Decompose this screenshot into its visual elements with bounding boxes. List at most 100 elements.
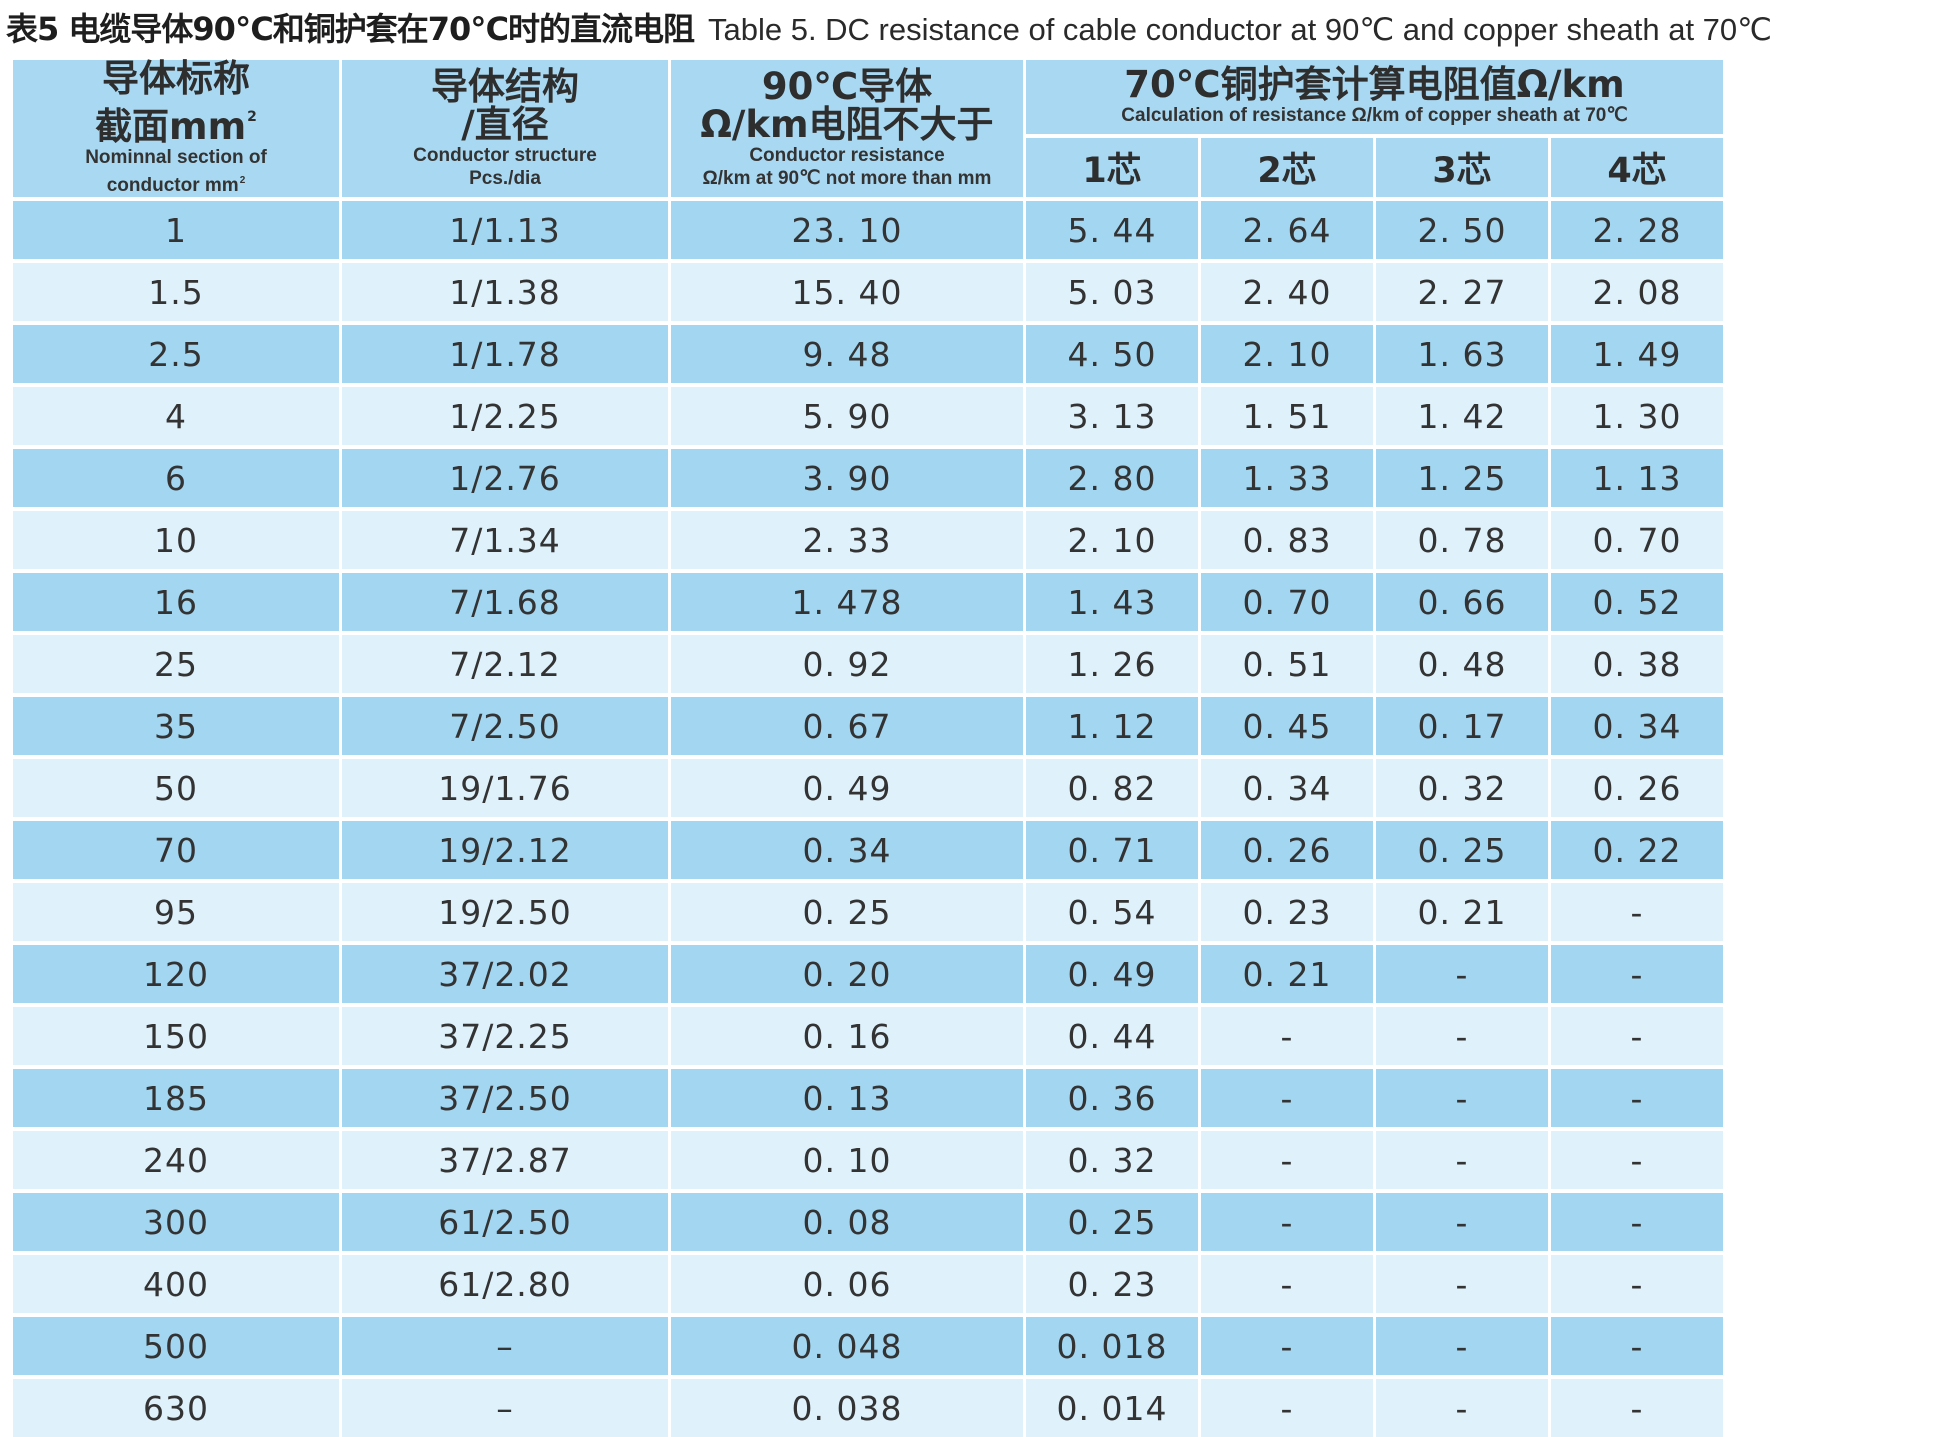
cell-conductor-resistance: 9. 48	[671, 321, 1023, 383]
cell-structure: 61/2.80	[342, 1251, 668, 1313]
cell-conductor-resistance: 3. 90	[671, 445, 1023, 507]
cell-conductor-resistance: 15. 40	[671, 259, 1023, 321]
cell-core-1: 1. 26	[1026, 631, 1198, 693]
cell-section: 300	[13, 1189, 339, 1251]
cell-core-3: 0. 66	[1376, 569, 1548, 631]
cell-core-1: 2. 10	[1026, 507, 1198, 569]
cell-core-3: -	[1376, 1127, 1548, 1189]
cell-section: 16	[13, 569, 339, 631]
cell-core-2: -	[1201, 1189, 1373, 1251]
cell-core-2: 2. 40	[1201, 259, 1373, 321]
cell-conductor-resistance: 0. 67	[671, 693, 1023, 755]
cell-structure: 1/2.25	[342, 383, 668, 445]
cell-conductor-resistance: 0. 49	[671, 755, 1023, 817]
cell-conductor-resistance: 0. 92	[671, 631, 1023, 693]
cell-structure: 19/2.12	[342, 817, 668, 879]
cell-section: 1.5	[13, 259, 339, 321]
cell-core-3: -	[1376, 1189, 1548, 1251]
cell-core-4: -	[1551, 1251, 1723, 1313]
table-row: 185 37/2.50 0. 13 0. 36 - - -	[13, 1065, 1723, 1127]
cell-core-4: 1. 30	[1551, 383, 1723, 445]
cell-section: 240	[13, 1127, 339, 1189]
cell-core-2: -	[1201, 1313, 1373, 1375]
cell-conductor-resistance: 0. 06	[671, 1251, 1023, 1313]
cell-core-3: 0. 48	[1376, 631, 1548, 693]
cell-core-3: 2. 50	[1376, 197, 1548, 259]
table-row: 1 1/1.13 23. 10 5. 44 2. 64 2. 50 2. 28	[13, 197, 1723, 259]
cell-core-2: 0. 23	[1201, 879, 1373, 941]
cell-section: 95	[13, 879, 339, 941]
cell-section: 35	[13, 693, 339, 755]
cell-core-3: -	[1376, 1065, 1548, 1127]
cell-core-1: 1. 12	[1026, 693, 1198, 755]
cell-core-1: 2. 80	[1026, 445, 1198, 507]
header-conductor-structure-en-1: Conductor structure	[413, 144, 597, 166]
cell-core-4: -	[1551, 1313, 1723, 1375]
table-row: 35 7/2.50 0. 67 1. 12 0. 45 0. 17 0. 34	[13, 693, 1723, 755]
cell-core-1: 3. 13	[1026, 383, 1198, 445]
cell-core-1: 1. 43	[1026, 569, 1198, 631]
cell-structure: 7/2.12	[342, 631, 668, 693]
header-nominal-section-cn-1: 导体标称	[102, 57, 250, 100]
table-row: 10 7/1.34 2. 33 2. 10 0. 83 0. 78 0. 70	[13, 507, 1723, 569]
cell-core-4: 0. 38	[1551, 631, 1723, 693]
header-core-2: 2芯	[1201, 137, 1373, 197]
cell-core-4: -	[1551, 1127, 1723, 1189]
cell-core-1: 0. 54	[1026, 879, 1198, 941]
cell-section: 120	[13, 941, 339, 1003]
cell-core-4: -	[1551, 1065, 1723, 1127]
cell-core-2: 0. 45	[1201, 693, 1373, 755]
cell-conductor-resistance: 5. 90	[671, 383, 1023, 445]
cell-core-1: 0. 23	[1026, 1251, 1198, 1313]
cell-core-2: 0. 70	[1201, 569, 1373, 631]
cell-structure: 1/1.78	[342, 321, 668, 383]
cell-core-3: -	[1376, 1313, 1548, 1375]
cell-core-2: 2. 10	[1201, 321, 1373, 383]
cell-structure: 37/2.25	[342, 1003, 668, 1065]
cell-conductor-resistance: 0. 038	[671, 1375, 1023, 1437]
cell-conductor-resistance: 0. 08	[671, 1189, 1023, 1251]
cell-section: 185	[13, 1065, 339, 1127]
cell-core-1: 0. 25	[1026, 1189, 1198, 1251]
cell-structure: 19/2.50	[342, 879, 668, 941]
cell-core-3: 1. 63	[1376, 321, 1548, 383]
header-core-4: 4芯	[1551, 137, 1723, 197]
cell-conductor-resistance: 0. 048	[671, 1313, 1023, 1375]
cell-core-2: 0. 26	[1201, 817, 1373, 879]
cell-core-3: 0. 32	[1376, 755, 1548, 817]
header-conductor-structure-cn-1: 导体结构	[431, 64, 579, 108]
table-row: 2.5 1/1.78 9. 48 4. 50 2. 10 1. 63 1. 49	[13, 321, 1723, 383]
header-sheath-resistance-cn: 70℃铜护套计算电阻值Ω/km	[1124, 63, 1625, 107]
cell-core-1: 0. 71	[1026, 817, 1198, 879]
header-nominal-section-en-1: Nominnal section of	[85, 147, 267, 168]
cell-structure: 61/2.50	[342, 1189, 668, 1251]
header-nominal-section: 导体标称 截面mm2 Nominnal section of conductor…	[13, 60, 339, 197]
cell-section: 1	[13, 197, 339, 259]
cell-core-2: -	[1201, 1003, 1373, 1065]
table-row: 500 – 0. 048 0. 018 - - -	[13, 1313, 1723, 1375]
header-conductor-structure-en-2: Pcs./dia	[469, 167, 541, 189]
cell-core-1: 0. 82	[1026, 755, 1198, 817]
cell-core-4: 0. 26	[1551, 755, 1723, 817]
cell-core-1: 4. 50	[1026, 321, 1198, 383]
cell-core-2: 0. 21	[1201, 941, 1373, 1003]
cell-core-1: 5. 44	[1026, 197, 1198, 259]
cell-conductor-resistance: 0. 16	[671, 1003, 1023, 1065]
header-nominal-section-cn-2: 截面mm2	[95, 105, 257, 148]
cell-structure: 1/1.38	[342, 259, 668, 321]
cell-section: 10	[13, 507, 339, 569]
cell-core-2: -	[1201, 1375, 1373, 1437]
cell-core-3: -	[1376, 1251, 1548, 1313]
cell-core-2: 0. 34	[1201, 755, 1373, 817]
cell-structure: 7/2.50	[342, 693, 668, 755]
cell-core-3: -	[1376, 1375, 1548, 1437]
cell-section: 630	[13, 1375, 339, 1437]
header-core-1: 1芯	[1026, 137, 1198, 197]
cell-core-3: -	[1376, 1003, 1548, 1065]
cell-core-4: 0. 70	[1551, 507, 1723, 569]
cell-conductor-resistance: 0. 20	[671, 941, 1023, 1003]
cell-section: 400	[13, 1251, 339, 1313]
cell-core-1: 0. 44	[1026, 1003, 1198, 1065]
cell-structure: 37/2.02	[342, 941, 668, 1003]
cell-core-4: 1. 49	[1551, 321, 1723, 383]
